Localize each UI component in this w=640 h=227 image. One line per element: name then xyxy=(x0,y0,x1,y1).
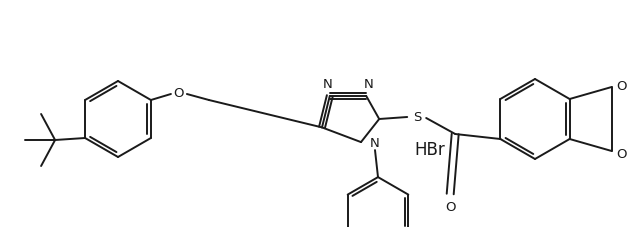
Text: O: O xyxy=(616,79,627,92)
Text: O: O xyxy=(445,201,456,214)
Text: O: O xyxy=(616,147,627,160)
Text: N: N xyxy=(364,78,373,91)
Text: S: S xyxy=(413,110,421,123)
Text: N: N xyxy=(370,136,380,149)
Text: N: N xyxy=(323,78,333,91)
Text: O: O xyxy=(173,86,184,99)
Text: HBr: HBr xyxy=(415,140,445,158)
